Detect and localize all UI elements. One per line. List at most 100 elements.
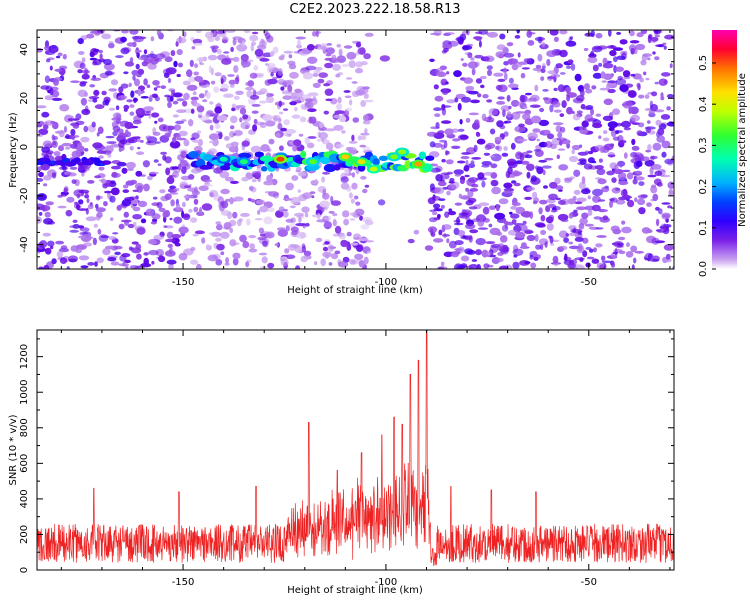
noise-blob <box>331 253 339 260</box>
noise-blob <box>338 233 346 240</box>
noise-blob <box>351 182 358 190</box>
noise-blob <box>518 123 525 128</box>
noise-blob <box>508 77 514 84</box>
noise-blob <box>465 85 475 91</box>
signal-hotspot <box>239 159 248 165</box>
noise-blob <box>664 34 674 40</box>
noise-blob <box>360 132 370 136</box>
noise-blob <box>434 95 444 102</box>
noise-blob <box>272 46 279 54</box>
noise-blob <box>671 155 674 159</box>
noise-blob <box>43 264 50 269</box>
noise-blob <box>156 30 162 37</box>
noise-blob <box>619 161 623 169</box>
noise-blob <box>502 109 506 117</box>
noise-blob <box>576 245 585 254</box>
noise-blob <box>623 127 632 131</box>
noise-blob <box>558 230 568 239</box>
spectrogram-y-label: Frequency (Hz) <box>8 112 19 188</box>
noise-blob <box>313 70 321 74</box>
noise-blob <box>557 132 563 139</box>
noise-blob <box>129 265 139 269</box>
noise-blob <box>621 226 632 234</box>
noise-blob <box>520 72 526 79</box>
noise-blob <box>229 227 234 234</box>
noise-blob <box>152 196 158 200</box>
noise-blob <box>41 146 51 153</box>
noise-blob <box>359 144 367 148</box>
noise-blob <box>513 182 521 187</box>
noise-blob <box>486 65 493 70</box>
noise-blob <box>581 120 589 128</box>
noise-blob <box>229 197 234 205</box>
noise-blob <box>170 199 175 207</box>
noise-blob <box>266 65 273 74</box>
noise-blob <box>167 101 172 109</box>
noise-blob <box>165 225 174 229</box>
noise-blob <box>164 56 173 63</box>
noise-blob <box>290 244 300 248</box>
noise-blob <box>306 142 315 149</box>
noise-blob <box>194 230 205 235</box>
noise-blob <box>111 121 119 129</box>
snr-y-tick-label: 400 <box>19 489 30 508</box>
noise-blob <box>585 105 594 110</box>
noise-blob <box>38 211 43 216</box>
signal-hotspot <box>369 166 378 172</box>
noise-blob <box>291 175 299 181</box>
noise-blob <box>535 165 540 170</box>
noise-blob <box>481 249 489 258</box>
noise-blob <box>634 176 645 181</box>
noise-blob <box>623 152 628 159</box>
noise-blob <box>544 241 548 248</box>
noise-blob <box>558 164 569 171</box>
noise-blob <box>214 123 221 129</box>
noise-blob <box>474 54 484 59</box>
noise-blob <box>70 245 79 252</box>
noise-blob <box>164 156 172 164</box>
noise-blob <box>60 245 68 250</box>
noise-blob <box>173 216 183 224</box>
noise-blob <box>443 173 450 180</box>
noise-blob <box>140 218 147 224</box>
noise-blob <box>219 171 230 179</box>
noise-blob <box>157 163 162 166</box>
noise-blob <box>176 49 183 56</box>
spectrogram-x-tick-label: -150 <box>172 277 195 288</box>
noise-blob <box>621 220 626 225</box>
signal-band-blob <box>238 152 252 159</box>
noise-blob <box>242 114 249 120</box>
noise-blob <box>592 122 603 129</box>
noise-blob <box>294 212 305 217</box>
spectrogram-panel: -150 -100 -50 -40 -20 0 20 40 Height of straig… <box>8 29 675 296</box>
noise-blob <box>77 69 83 74</box>
noise-blob <box>279 145 284 151</box>
noise-blob <box>170 50 176 57</box>
noise-blob <box>60 72 65 76</box>
noise-blob <box>592 64 599 72</box>
snr-y-label: SNR (10 * v/v) <box>8 414 19 485</box>
signal-band-blob <box>219 165 231 171</box>
noise-blob <box>155 141 161 144</box>
noise-blob <box>359 135 367 140</box>
noise-blob <box>490 163 498 169</box>
noise-blob <box>559 245 568 251</box>
noise-blob <box>251 178 257 183</box>
noise-blob <box>503 131 509 137</box>
noise-blob <box>192 38 203 45</box>
snr-y-tick-label: 600 <box>19 454 30 473</box>
snr-frame <box>36 329 675 571</box>
noise-blob <box>635 170 642 175</box>
noise-blob <box>445 81 449 85</box>
noise-blob <box>469 188 479 192</box>
noise-blob <box>491 186 501 195</box>
noise-blob <box>340 176 349 184</box>
noise-blob <box>601 255 606 261</box>
noise-blob <box>249 34 259 42</box>
noise-blob <box>98 179 104 182</box>
noise-blob <box>622 188 628 197</box>
noise-blob <box>559 126 566 133</box>
noise-blob <box>557 148 566 151</box>
noise-blob <box>267 262 275 269</box>
noise-blob <box>650 198 655 202</box>
